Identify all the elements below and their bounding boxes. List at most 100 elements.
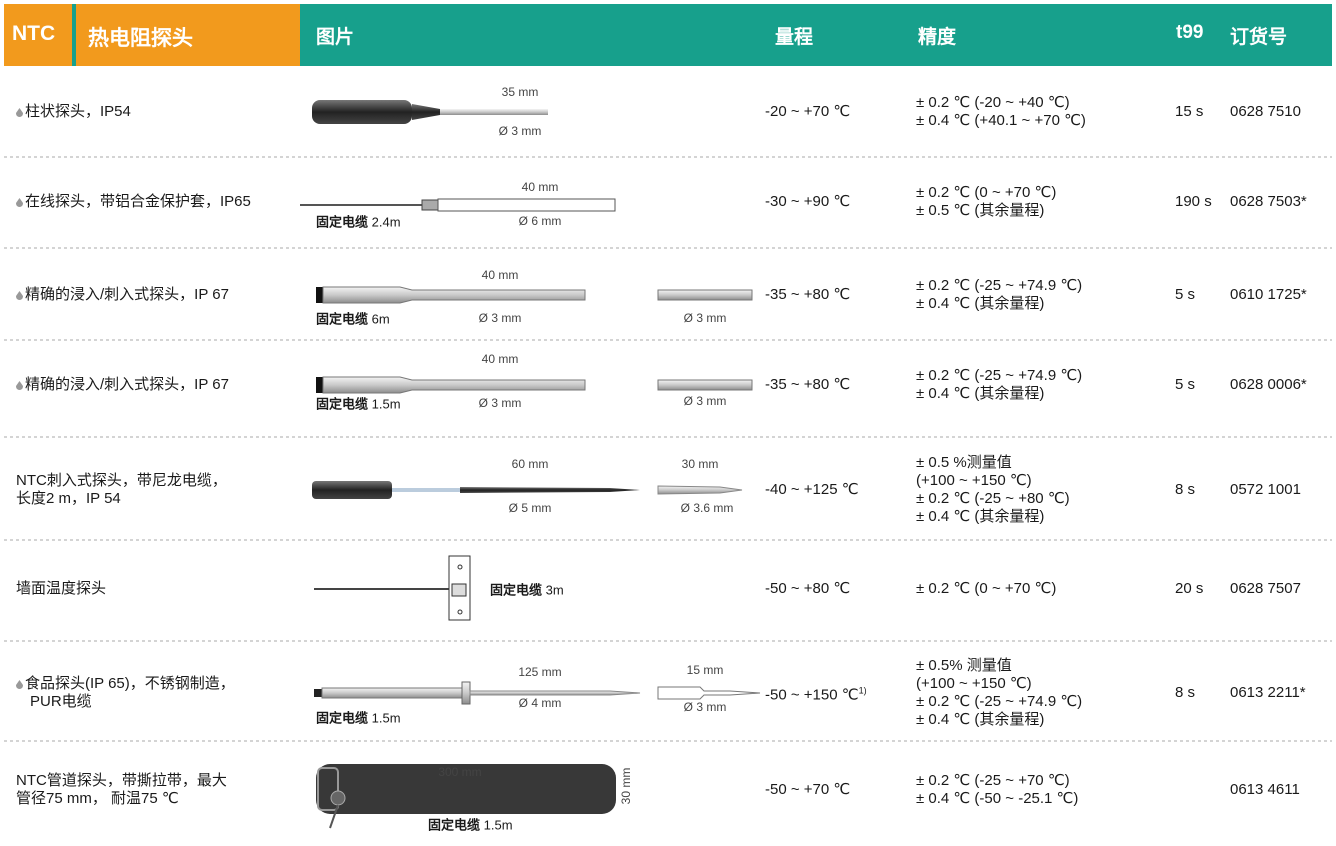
cable-label-text: 固定电缆 <box>316 311 369 327</box>
t99: 5 s <box>1175 286 1196 303</box>
accuracy-line: ± 0.5% 测量值 <box>916 657 1082 675</box>
probe-body <box>322 376 586 394</box>
dimension-label: 60 mm <box>511 457 549 471</box>
flange <box>461 681 471 705</box>
accuracy-text: ± 0.2 ℃ (-25 ~ +74.9 ℃) <box>916 367 1083 384</box>
name-text: 在线探头，带铝合金保护套，IP65 <box>25 193 251 210</box>
accuracy-text: ± 0.2 ℃ (0 ~ +70 ℃) <box>916 184 1057 201</box>
name-text: PUR电缆 <box>30 693 92 710</box>
product-name: 食品探头(IP 65)，不锈钢制造， PUR电缆 <box>16 675 235 711</box>
dimension-label: 40 mm <box>481 268 519 282</box>
accuracy: ± 0.5 %测量值 (+100 ~ +150 ℃) ± 0.2 ℃ (-25 ~ … <box>916 454 1070 526</box>
probe-tip <box>314 689 322 697</box>
order-number: 0613 2211* <box>1230 684 1306 701</box>
probe-needle <box>657 686 761 700</box>
bullet <box>16 381 23 390</box>
t99: 8 s <box>1175 481 1196 498</box>
dimension-label: Ø 3.6 mm <box>680 501 734 515</box>
accuracy: ± 0.2 ℃ (-25 ~ +74.9 ℃) ± 0.4 ℃ (其余量程) <box>916 367 1082 403</box>
bullet <box>16 291 23 300</box>
dimension-label: 35 mm <box>501 85 539 99</box>
probe-rod <box>440 109 548 115</box>
accuracy: ± 0.2 ℃ (-20 ~ +40 ℃) ± 0.4 ℃ (+40.1 ~ +7… <box>916 94 1086 130</box>
cable-length: 1.5m <box>371 710 401 726</box>
probe-rod <box>657 379 753 391</box>
name-text: 长度2 m，IP 54 <box>16 490 121 507</box>
order-number: 0572 1001 <box>1230 481 1301 498</box>
name-line: 在线探头，带铝合金保护套，IP65 <box>16 193 251 211</box>
cable-label: 固定电缆 1.5m <box>428 815 513 834</box>
dimension-label: 300 mm <box>438 765 482 779</box>
dimension-label: Ø 4 mm <box>518 696 562 710</box>
t99: 20 s <box>1175 580 1204 597</box>
dimension-label: Ø 6 mm <box>518 214 562 228</box>
cable-label-text: 固定电缆 <box>316 214 369 230</box>
accuracy-line: ± 0.2 ℃ (-20 ~ +40 ℃) <box>916 94 1086 112</box>
accuracy-text: (+100 ~ +150 ℃) <box>916 472 1032 489</box>
buckle <box>317 767 339 811</box>
accuracy-line: ± 0.2 ℃ (0 ~ +70 ℃) <box>916 580 1056 598</box>
probe-tube <box>437 198 616 212</box>
name-text: 柱状探头，IP54 <box>25 103 131 120</box>
name-text: NTC管道探头，带撕拉带，最大 <box>16 772 227 789</box>
range-text: -30 ~ +90 ℃ <box>765 193 851 210</box>
column-header: 精度 <box>918 27 957 48</box>
order-number: 0628 0006* <box>1230 376 1307 393</box>
badge: NTC <box>12 22 56 45</box>
dimension-label: 125 mm <box>518 665 562 679</box>
product-name: NTC刺入式探头，带尼龙电缆， 长度2 m，IP 54 <box>16 472 227 508</box>
dimension-label: 40 mm <box>521 180 559 194</box>
accuracy: ± 0.2 ℃ (-25 ~ +74.9 ℃) ± 0.4 ℃ (其余量程) <box>916 277 1082 313</box>
dimension-label: Ø 3 mm <box>478 311 522 325</box>
accuracy-line: ± 0.4 ℃ (其余量程) <box>916 711 1082 729</box>
range: -35 ~ +80 ℃ <box>765 376 850 394</box>
range-text: -50 ~ +150 ℃ <box>765 686 859 704</box>
cable-label-text: 固定电缆 <box>428 817 481 833</box>
accuracy-line: ± 0.2 ℃ (-25 ~ +74.9 ℃) <box>916 693 1082 711</box>
name-line: NTC管道探头，带撕拉带，最大 <box>16 772 227 790</box>
probe-needle <box>469 690 641 696</box>
name-text: 精确的浸入/刺入式探头，IP 67 <box>25 286 229 303</box>
cable-label-text: 固定电缆 <box>490 582 543 598</box>
screw <box>457 564 463 570</box>
accuracy-text: ± 0.4 ℃ (其余量程) <box>916 295 1045 312</box>
probe-needle <box>460 487 640 493</box>
cable-length: 1.5m <box>371 396 401 412</box>
name-line: PUR电缆 <box>16 693 235 711</box>
range-text: -50 ~ +80 ℃ <box>765 580 851 597</box>
name-line: 精确的浸入/刺入式探头，IP 67 <box>16 286 229 304</box>
accuracy-line: ± 0.2 ℃ (0 ~ +70 ℃) <box>916 184 1056 202</box>
cable-length: 3m <box>545 582 564 598</box>
accuracy-text: ± 0.5 %测量值 <box>916 454 1012 471</box>
range: -40 ~ +125 ℃ <box>765 481 859 499</box>
range: -20 ~ +70 ℃ <box>765 103 850 121</box>
t99: 15 s <box>1175 103 1204 120</box>
dimension-label: 30 mm <box>681 457 719 471</box>
name-text: NTC刺入式探头，带尼龙电缆， <box>16 472 227 489</box>
column-header: t99 <box>1176 22 1204 43</box>
accuracy-line: ± 0.4 ℃ (其余量程) <box>916 508 1070 526</box>
range-text: -40 ~ +125 ℃ <box>765 481 859 498</box>
dimension-label: 30 mm <box>619 767 633 805</box>
accuracy-text: ± 0.5 ℃ (其余量程) <box>916 202 1045 219</box>
title-bg <box>76 4 300 66</box>
cable-label: 固定电缆 2.4m <box>316 212 401 231</box>
name-line: 长度2 m，IP 54 <box>16 490 227 508</box>
cable-label: 固定电缆 1.5m <box>316 394 401 413</box>
name-line: 柱状探头，IP54 <box>16 103 131 121</box>
sensor <box>330 790 346 806</box>
product-name: 在线探头，带铝合金保护套，IP65 <box>16 193 251 211</box>
accuracy-line: ± 0.4 ℃ (其余量程) <box>916 295 1082 313</box>
accuracy: ± 0.2 ℃ (-25 ~ +70 ℃) ± 0.4 ℃ (-50 ~ -25.… <box>916 772 1078 808</box>
range: -35 ~ +80 ℃ <box>765 286 850 304</box>
accuracy-line: ± 0.2 ℃ (-25 ~ +80 ℃) <box>916 490 1070 508</box>
dimension-label: 15 mm <box>686 663 724 677</box>
cable-length: 2.4m <box>371 214 401 230</box>
product-name: 柱状探头，IP54 <box>16 103 131 121</box>
name-line: 食品探头(IP 65)，不锈钢制造， <box>16 675 235 693</box>
name-line: 管径75 mm， 耐温75 ℃ <box>16 790 227 808</box>
t99: 5 s <box>1175 376 1196 393</box>
accuracy-text: ± 0.2 ℃ (-25 ~ +74.9 ℃) <box>916 693 1083 710</box>
accuracy-text: ± 0.4 ℃ (其余量程) <box>916 508 1045 525</box>
